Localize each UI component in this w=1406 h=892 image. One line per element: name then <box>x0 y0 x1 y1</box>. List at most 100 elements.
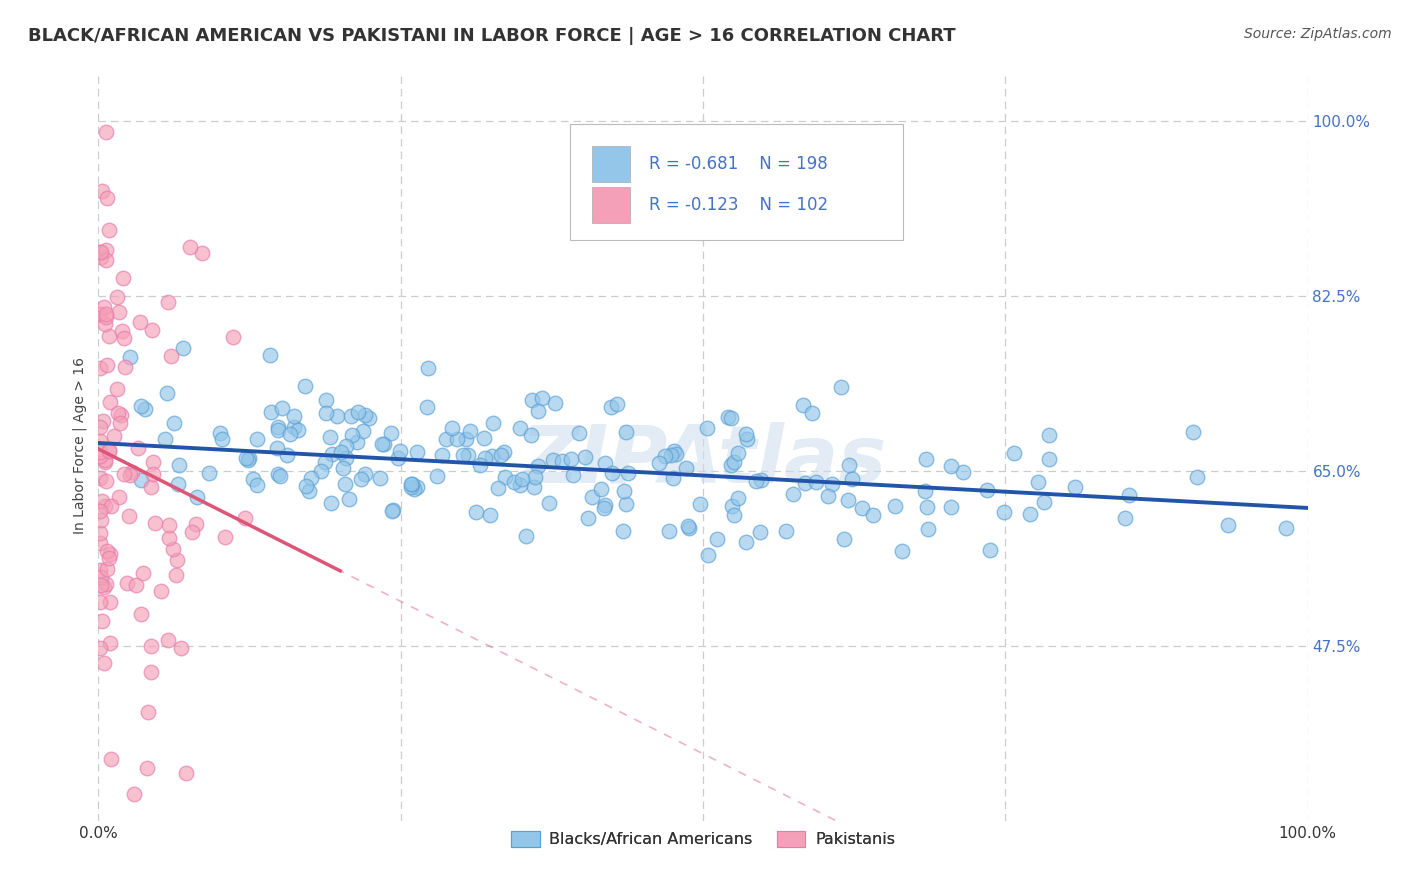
Point <box>314 455 336 469</box>
Point <box>94 307 117 321</box>
Point <box>94 577 117 591</box>
Point <box>381 503 404 517</box>
Point <box>91 494 114 508</box>
Point <box>523 470 546 484</box>
Point <box>1187 470 1209 484</box>
Point <box>94 125 117 139</box>
Point <box>90 244 112 259</box>
Point <box>89 504 111 518</box>
Point <box>266 467 288 481</box>
Point <box>891 544 914 558</box>
Point <box>120 351 142 365</box>
Point <box>350 472 373 486</box>
Point <box>1274 521 1296 535</box>
Point <box>335 476 357 491</box>
Point <box>96 474 118 488</box>
Point <box>389 443 412 458</box>
Point <box>110 409 132 423</box>
Point <box>166 553 188 567</box>
Point <box>560 452 582 467</box>
Point <box>107 382 129 396</box>
Point <box>89 640 111 655</box>
Point <box>735 427 758 442</box>
Point <box>283 419 305 434</box>
Point <box>89 445 111 459</box>
Point <box>235 450 257 465</box>
Point <box>90 614 112 628</box>
Point <box>735 535 758 549</box>
Point <box>689 498 711 512</box>
Point <box>89 306 111 320</box>
Point <box>613 483 636 498</box>
Point <box>353 467 375 482</box>
Point <box>294 379 316 393</box>
Point <box>94 455 117 469</box>
Point <box>402 483 425 497</box>
Point <box>122 787 145 801</box>
Point <box>939 500 962 514</box>
Point <box>103 429 125 443</box>
Point <box>319 496 342 510</box>
Point <box>96 562 118 576</box>
Point <box>340 409 363 424</box>
Point <box>309 464 332 478</box>
Point <box>717 409 740 424</box>
Point <box>298 484 321 499</box>
Point <box>793 475 815 490</box>
Point <box>94 252 117 267</box>
Point <box>267 424 290 438</box>
Point <box>515 529 537 543</box>
Point <box>135 761 157 775</box>
Point <box>93 657 115 671</box>
Point <box>276 448 298 462</box>
Point <box>1182 425 1205 439</box>
Point <box>387 450 409 465</box>
Point <box>541 453 564 467</box>
Point <box>259 405 281 419</box>
Point <box>530 391 553 405</box>
Point <box>727 446 749 460</box>
Point <box>1019 507 1042 521</box>
Point <box>723 455 745 469</box>
Point <box>800 406 823 420</box>
Point <box>939 459 962 474</box>
Point <box>720 458 742 472</box>
FancyBboxPatch shape <box>592 146 630 182</box>
Point <box>464 505 486 519</box>
Point <box>745 474 768 488</box>
Point <box>89 563 111 577</box>
Point <box>821 476 844 491</box>
Point <box>222 330 245 344</box>
Point <box>415 400 437 414</box>
Point <box>526 404 548 418</box>
Point <box>370 436 392 450</box>
Point <box>520 392 543 407</box>
Point <box>457 449 479 463</box>
Point <box>330 445 353 459</box>
Point <box>562 468 585 483</box>
Point <box>142 467 165 482</box>
Point <box>654 449 676 463</box>
Point <box>993 505 1015 519</box>
Point <box>405 480 427 494</box>
Point <box>278 427 301 442</box>
Point <box>523 480 546 494</box>
Point <box>139 665 162 679</box>
Point <box>89 434 111 449</box>
Point <box>214 530 236 544</box>
Point <box>90 513 112 527</box>
Point <box>198 466 221 480</box>
Point <box>520 428 543 442</box>
Point <box>163 416 186 430</box>
Point <box>399 477 422 491</box>
Point <box>90 184 112 198</box>
Point <box>606 397 628 411</box>
Point <box>1216 518 1239 533</box>
Point <box>340 428 363 442</box>
Point <box>723 508 745 522</box>
Point <box>720 499 742 513</box>
Point <box>616 466 638 480</box>
Point <box>347 405 370 419</box>
Point <box>242 472 264 486</box>
Point <box>979 543 1001 558</box>
